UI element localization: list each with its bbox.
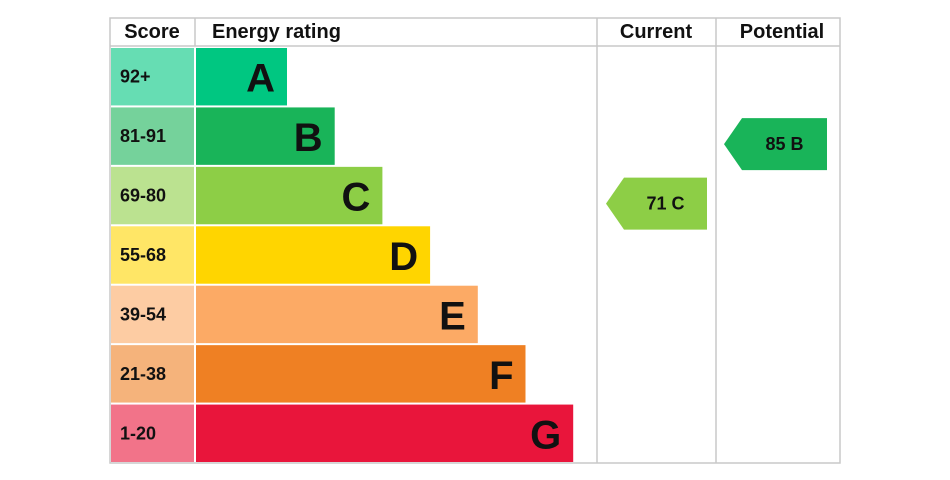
header-potential: Potential xyxy=(740,21,824,43)
band-score: 21-38 xyxy=(120,364,166,384)
band-letter: F xyxy=(489,354,513,398)
band-letter: G xyxy=(530,413,561,457)
band-letter: E xyxy=(439,294,466,338)
band-letter: B xyxy=(294,116,323,160)
rating-label: 85 B xyxy=(765,134,803,154)
header-current: Current xyxy=(620,21,693,43)
header-score: Score xyxy=(124,21,180,43)
band-bar xyxy=(196,48,287,106)
score-cell xyxy=(111,107,194,165)
band-bar xyxy=(196,285,478,344)
band-score: 81-91 xyxy=(120,126,166,146)
band-bar xyxy=(196,107,335,165)
rating-arrow xyxy=(724,118,827,171)
band-letter: C xyxy=(342,176,371,220)
band-letter: D xyxy=(389,235,418,279)
band-score: 1-20 xyxy=(120,423,156,443)
score-cell xyxy=(111,345,194,403)
band-bar xyxy=(196,226,431,284)
band-score: 39-54 xyxy=(120,304,166,324)
header-rating: Energy rating xyxy=(212,21,341,43)
band-bar xyxy=(196,166,383,225)
score-cell xyxy=(111,48,194,106)
score-cell xyxy=(111,285,194,344)
band-letter: A xyxy=(246,57,275,101)
band-score: 55-68 xyxy=(120,245,166,265)
band-bar xyxy=(196,404,574,462)
rating-arrow xyxy=(606,177,707,230)
score-cell xyxy=(111,226,194,284)
rating-label: 71 C xyxy=(646,194,684,214)
band-score: 92+ xyxy=(120,67,151,87)
band-score: 69-80 xyxy=(120,186,166,206)
score-cell xyxy=(111,404,194,462)
frame xyxy=(109,17,841,464)
score-cell xyxy=(111,166,194,225)
band-bar xyxy=(196,345,526,403)
